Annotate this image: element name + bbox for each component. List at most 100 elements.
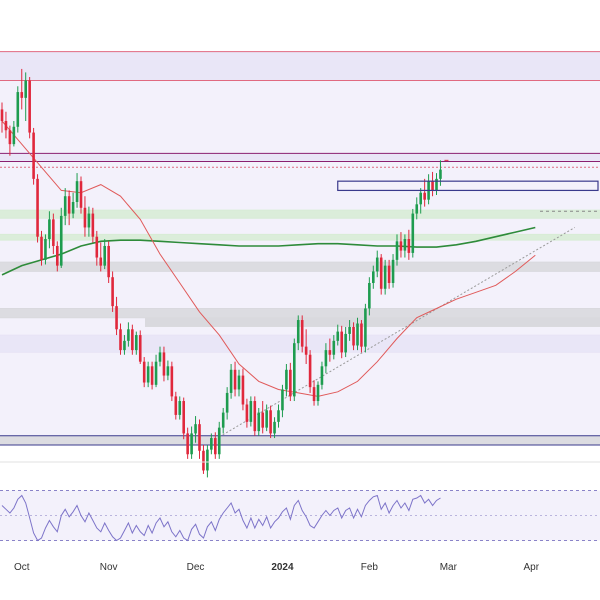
candle-body bbox=[348, 326, 351, 334]
zone-bottom bbox=[0, 435, 600, 445]
candle bbox=[48, 211, 51, 249]
candle bbox=[87, 206, 91, 237]
candle bbox=[142, 357, 146, 388]
trend-layer bbox=[218, 227, 576, 438]
candle bbox=[320, 361, 324, 390]
candle bbox=[293, 338, 296, 402]
candle bbox=[95, 230, 99, 266]
candle bbox=[71, 192, 75, 219]
candle bbox=[217, 421, 221, 459]
zone-upper bbox=[0, 153, 600, 162]
candle-body bbox=[0, 109, 4, 121]
candle bbox=[107, 241, 110, 283]
candle-body bbox=[127, 329, 130, 341]
candle-body bbox=[399, 241, 403, 251]
candle bbox=[182, 397, 185, 440]
candle-body bbox=[285, 369, 288, 390]
candle bbox=[383, 259, 387, 295]
candle-body bbox=[142, 361, 146, 383]
candle-body bbox=[67, 196, 71, 214]
candle bbox=[63, 188, 67, 226]
candle-body bbox=[36, 178, 39, 237]
candle bbox=[59, 207, 63, 268]
candle-body bbox=[198, 424, 201, 451]
candle bbox=[423, 178, 426, 207]
candle bbox=[162, 346, 166, 382]
candle-body bbox=[71, 202, 75, 214]
candle-body bbox=[360, 323, 363, 347]
zone-gray-1 bbox=[0, 262, 600, 272]
candle bbox=[103, 239, 106, 270]
sma-fast-line bbox=[1, 120, 536, 397]
candle bbox=[150, 361, 154, 390]
candle-body bbox=[225, 392, 229, 413]
candle-body bbox=[332, 340, 336, 355]
rsi-line bbox=[1, 494, 441, 542]
candle-body bbox=[75, 181, 79, 202]
candle bbox=[99, 242, 103, 272]
candle-body bbox=[308, 354, 312, 388]
candle-body bbox=[277, 410, 280, 422]
candle-body bbox=[229, 369, 233, 393]
candle bbox=[308, 350, 312, 393]
candle-body bbox=[178, 401, 182, 415]
candle bbox=[20, 68, 24, 110]
candle bbox=[178, 396, 182, 420]
candle-body bbox=[119, 329, 122, 351]
candle bbox=[194, 416, 197, 443]
candle-body bbox=[439, 169, 442, 179]
candle bbox=[67, 190, 71, 226]
candle bbox=[324, 343, 328, 374]
candle bbox=[336, 324, 340, 346]
candle bbox=[56, 241, 59, 272]
candle-body bbox=[340, 331, 343, 353]
candle bbox=[4, 111, 8, 139]
candle bbox=[190, 426, 193, 459]
candle-body bbox=[182, 401, 185, 434]
candle bbox=[36, 174, 39, 243]
zone-green-2 bbox=[0, 234, 600, 241]
candle-body bbox=[150, 366, 154, 385]
candle-body bbox=[158, 352, 162, 362]
candle bbox=[44, 234, 47, 265]
candle-body bbox=[174, 396, 178, 415]
candle-body bbox=[352, 326, 355, 346]
candle bbox=[123, 335, 126, 355]
x-tick-label: Apr bbox=[524, 562, 540, 573]
price-annotation-box bbox=[337, 180, 599, 192]
candle-body bbox=[328, 350, 332, 355]
candle-body bbox=[210, 438, 213, 450]
candle-body bbox=[162, 352, 166, 376]
candle bbox=[281, 384, 284, 418]
candle bbox=[435, 173, 438, 196]
candle bbox=[249, 396, 253, 427]
candle-body bbox=[79, 181, 83, 208]
candle-body bbox=[293, 343, 296, 397]
candle bbox=[372, 265, 375, 289]
candle bbox=[411, 208, 415, 258]
zone-gray-3 bbox=[0, 335, 600, 353]
candle bbox=[304, 329, 308, 364]
candle-body bbox=[99, 257, 103, 266]
candle bbox=[0, 102, 4, 133]
candle bbox=[75, 173, 79, 208]
candle-body bbox=[395, 241, 399, 260]
candle-body bbox=[324, 350, 328, 367]
candle bbox=[127, 322, 130, 347]
x-tick-label: 2024 bbox=[271, 562, 294, 573]
candle-body bbox=[194, 424, 197, 434]
candle bbox=[391, 254, 395, 288]
candle-body bbox=[387, 265, 391, 283]
candle bbox=[8, 125, 12, 156]
candle-body bbox=[273, 421, 276, 434]
candle-layer bbox=[0, 68, 442, 478]
candle-body bbox=[336, 331, 340, 341]
candle-body bbox=[115, 306, 118, 330]
candle bbox=[399, 232, 403, 258]
candle-body bbox=[48, 219, 51, 240]
candle-body bbox=[87, 213, 91, 228]
candle bbox=[146, 361, 150, 388]
candle-body bbox=[379, 257, 383, 289]
candle bbox=[138, 330, 142, 364]
